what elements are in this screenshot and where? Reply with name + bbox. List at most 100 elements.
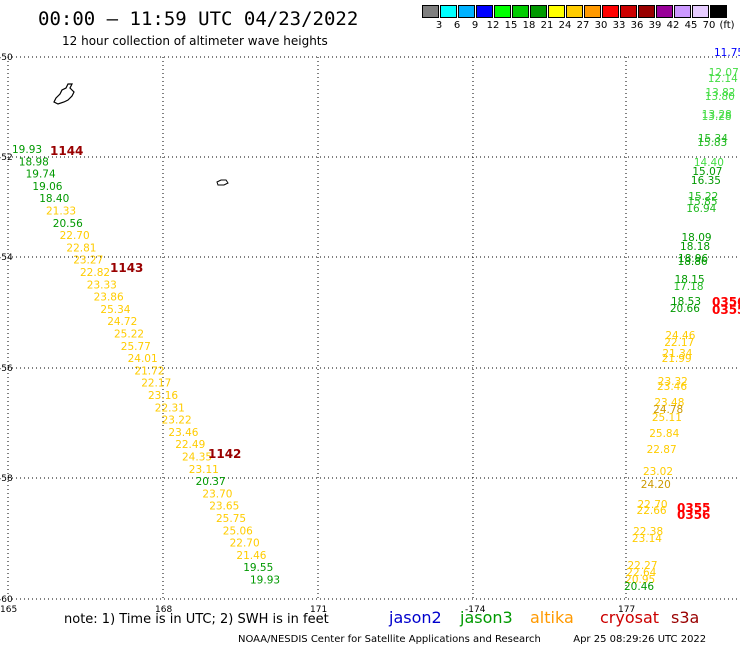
swh-label: 23.48	[654, 397, 684, 409]
scale-swatch	[674, 5, 691, 18]
swh-label: 12.14	[708, 73, 738, 85]
scale-swatch	[584, 5, 601, 18]
island-icon	[53, 83, 75, 105]
swh-label: 23.32	[658, 376, 688, 388]
swh-label: 15.34	[698, 133, 728, 145]
swh-label: 19.06	[32, 181, 62, 193]
swh-label: 22.87	[647, 444, 677, 456]
swh-label: 22.70	[638, 499, 668, 511]
swh-label: 13.28	[702, 109, 732, 121]
footer-credit: NOAA/NESDIS Center for Satellite Applica…	[238, 634, 706, 645]
lon-tick-label: 168	[155, 605, 172, 615]
lat-tick-label: -56	[0, 364, 13, 374]
axis-ticks: 165 168 171 -174 177 -50 -52 -54 -56 -58 -60	[0, 53, 635, 615]
swh-label: 20.56	[53, 218, 83, 230]
swh-label: 23.46	[657, 381, 687, 393]
lat-tick-label: -52	[0, 153, 13, 163]
scale-label: 27	[576, 20, 590, 31]
swh-label: 18.18	[680, 241, 710, 253]
swh-label: 25.34	[100, 304, 130, 316]
swh-label: 13.82	[705, 87, 735, 99]
scale-label: 21	[540, 20, 554, 31]
swh-label: 25.11	[652, 412, 682, 424]
lon-tick-label: -174	[465, 605, 486, 615]
swh-label: 15.85	[687, 196, 717, 208]
satellite-legend-item: altika	[530, 608, 574, 627]
scale-label: 70	[702, 20, 716, 31]
swh-label: 11.75	[714, 47, 740, 59]
scale-swatch	[638, 5, 655, 18]
lat-tick-label: -58	[0, 474, 13, 484]
lon-tick-label: 177	[618, 605, 635, 615]
swh-label: 15.07	[692, 166, 722, 178]
land-features	[53, 83, 229, 186]
swh-label: 22.66	[637, 505, 667, 517]
lon-tick-label: 165	[0, 605, 17, 615]
pass-number-label: 1143	[110, 261, 143, 275]
swh-label: 22.70	[230, 538, 260, 550]
scale-swatch	[422, 5, 439, 18]
small-island-icon	[216, 179, 229, 186]
swh-label: 23.70	[202, 488, 232, 500]
swh-label: 21.33	[46, 206, 76, 218]
swh-label: 21.99	[662, 353, 692, 365]
swh-label: 13.80	[705, 91, 735, 103]
scale-label: 24	[558, 20, 572, 31]
scale-label: 12	[486, 20, 500, 31]
scale-swatch	[566, 5, 583, 18]
scale-label: 15	[504, 20, 518, 31]
scale-swatch	[458, 5, 475, 18]
swh-label: 15.22	[688, 191, 718, 203]
swh-label: 21.46	[236, 550, 266, 562]
swh-label: 22.17	[664, 337, 694, 349]
satellite-legend-item: jason2	[389, 608, 442, 627]
swh-label: 23.14	[632, 533, 662, 545]
swh-label: 24.46	[665, 330, 695, 342]
swh-label: 23.02	[643, 466, 673, 478]
lat-tick-label: -50	[0, 53, 13, 63]
swh-label: 24.01	[128, 353, 158, 365]
note-text: note: 1) Time is in UTC; 2) SWH is in fe…	[64, 612, 329, 627]
pass-labels: 1144114311420356035503550356	[50, 144, 740, 522]
swh-label: 18.40	[39, 193, 69, 205]
scale-swatch	[494, 5, 511, 18]
scale-swatch	[656, 5, 673, 18]
swh-label: 23.33	[87, 279, 117, 291]
swh-label: 16.94	[686, 203, 716, 215]
swh-label: 15.83	[697, 137, 727, 149]
swh-label: 22.64	[626, 567, 656, 579]
scale-label: 45	[684, 20, 698, 31]
swh-label: 22.82	[80, 267, 110, 279]
swh-label: 17.18	[673, 281, 703, 293]
swh-label: 23.46	[168, 427, 198, 439]
footer-source: NOAA/NESDIS Center for Satellite Applica…	[238, 634, 541, 645]
track-west: 19.9318.9819.7419.0618.4021.3320.5622.70…	[12, 144, 280, 587]
swh-label: 18.86	[678, 256, 708, 268]
pass-number-label: 0355	[712, 303, 740, 317]
scale-label: 39	[648, 20, 662, 31]
swh-label: 19.93	[250, 575, 280, 587]
satellite-legend-item: s3a	[671, 608, 700, 627]
satellite-legend-item: jason3	[460, 608, 513, 627]
pass-number-label: 1142	[208, 447, 241, 461]
swh-label: 24.78	[653, 404, 683, 416]
pass-number-label: 0356	[712, 295, 740, 309]
swh-label: 16.35	[691, 175, 721, 187]
scale-swatch	[620, 5, 637, 18]
swh-label: 24.35	[182, 452, 212, 464]
swh-label: 18.09	[682, 232, 712, 244]
swh-label: 20.37	[196, 476, 226, 488]
swh-label: 23.11	[189, 464, 219, 476]
swh-label: 23.65	[209, 501, 239, 513]
scale-label: 36	[630, 20, 644, 31]
scale-label: 30	[594, 20, 608, 31]
swh-label: 14.40	[694, 157, 724, 169]
scale-swatch	[512, 5, 529, 18]
scale-label: 9	[471, 20, 479, 31]
swh-label: 18.15	[675, 274, 705, 286]
swh-label: 13.28	[701, 111, 731, 123]
swh-label: 12.07	[709, 67, 739, 79]
swh-label: 20.66	[670, 303, 700, 315]
swh-label: 24.20	[641, 479, 671, 491]
